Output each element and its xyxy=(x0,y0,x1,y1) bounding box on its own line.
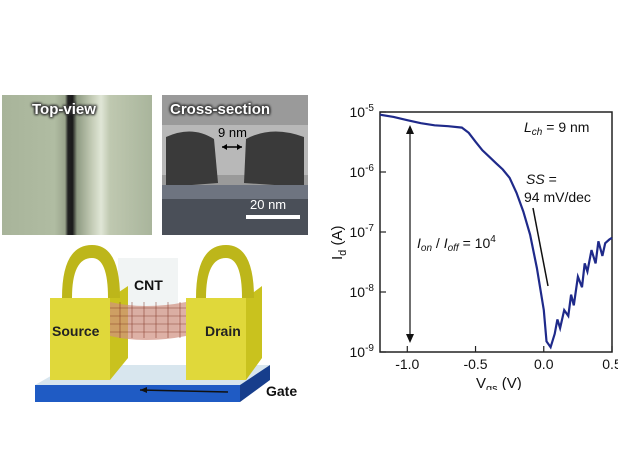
x-tick-label: -1.0 xyxy=(395,356,419,372)
top-view-label: Top-view xyxy=(32,101,96,118)
ss-annotation-line1: SS = xyxy=(526,171,557,187)
id-vgs-chart: -1.0 -0.5 0.0 0.5 10-9 10-8 10-7 10-6 10-5 Ion … xyxy=(329,103,618,390)
top-view-micrograph: Top-view xyxy=(2,95,152,235)
y-tick-label: 10-6 xyxy=(350,163,375,180)
ss-annotation-line2: 94 mV/dec xyxy=(524,189,591,205)
y-tick-label: 10-5 xyxy=(350,103,375,120)
y-tick-label: 10-8 xyxy=(350,283,375,300)
cross-section-micrograph: 9 nm 20 nm Cross-section xyxy=(162,95,308,235)
cross-section-image: 9 nm 20 nm xyxy=(162,95,308,235)
onoff-annotation: Ion / Ioff = 104 xyxy=(417,234,496,254)
x-tick-label: -0.5 xyxy=(463,356,487,372)
scale-bar-label: 20 nm xyxy=(250,197,286,212)
nanotube-shape xyxy=(110,302,186,340)
channel-length-annotation: Lch = 9 nm xyxy=(524,119,589,138)
device-schematic: CNT Source Drain Gate xyxy=(35,245,297,402)
x-tick-label: 0.0 xyxy=(534,356,554,372)
gate-label: Gate xyxy=(266,383,297,399)
scale-bar xyxy=(246,215,300,219)
plot-frame xyxy=(379,111,613,353)
y-axis-label: Id (A) xyxy=(329,226,349,260)
gap-width-label: 9 nm xyxy=(218,125,247,140)
x-tick-label: 0.5 xyxy=(602,356,618,372)
cross-section-label: Cross-section xyxy=(170,101,271,118)
onoff-arrow xyxy=(406,125,414,343)
y-tick-label: 10-9 xyxy=(350,343,375,360)
x-axis-label: Vgs (V) xyxy=(476,375,522,390)
cnt-label: CNT xyxy=(134,277,163,293)
source-label: Source xyxy=(52,323,100,339)
y-tick-label: 10-7 xyxy=(350,223,375,240)
ss-slope-line xyxy=(532,207,549,287)
series-line-id xyxy=(379,113,613,350)
drain-label: Drain xyxy=(205,323,241,339)
